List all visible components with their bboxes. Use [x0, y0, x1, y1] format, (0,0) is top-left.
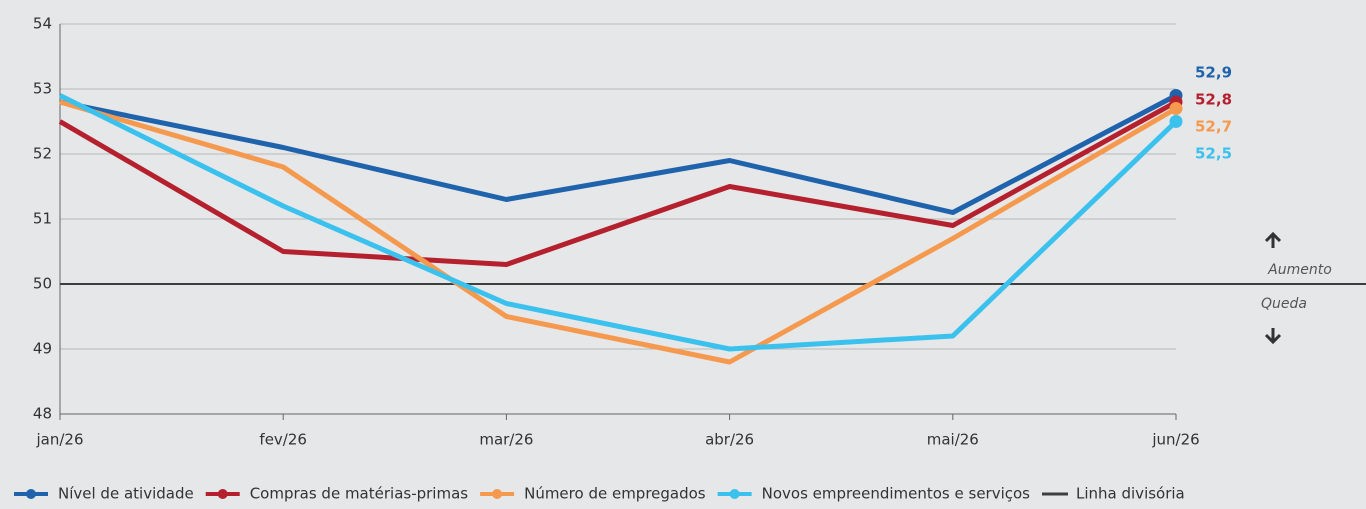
y-tick-label: 48 — [33, 405, 52, 423]
value-label: 52,7 — [1195, 118, 1232, 136]
end-marker — [1169, 102, 1183, 115]
legend-marker — [26, 489, 36, 499]
legend-label: Compras de matérias-primas — [250, 485, 469, 503]
x-tick-label: jan/26 — [35, 431, 83, 449]
x-tick-label: fev/26 — [259, 431, 307, 449]
y-tick-label: 50 — [33, 275, 52, 293]
y-tick-label: 51 — [33, 210, 52, 228]
y-tick-label: 54 — [33, 15, 52, 33]
legend-label: Novos empreendimentos e serviços — [762, 485, 1031, 503]
series-line — [59, 99, 1178, 365]
value-label: 52,8 — [1195, 91, 1232, 109]
series-line — [58, 99, 1178, 267]
legend-marker — [492, 489, 503, 499]
x-tick-label: abr/26 — [705, 431, 754, 449]
y-tick-label: 53 — [33, 80, 52, 98]
annotation: Aumento — [1267, 262, 1332, 278]
legend-label: Número de empregados — [524, 485, 706, 503]
x-tick-label: mar/26 — [479, 431, 533, 449]
x-tick-label: mai/26 — [927, 431, 979, 449]
series-line — [59, 93, 1178, 215]
legend-label: Linha divisória — [1076, 485, 1185, 503]
legend-marker — [729, 489, 740, 499]
up-arrow — [1264, 231, 1282, 248]
legend-label: Nível de atividade — [58, 485, 194, 503]
series-line — [58, 93, 1178, 352]
annotation: Queda — [1261, 296, 1307, 312]
legend-marker — [217, 489, 228, 499]
x-tick-label: jun/26 — [1151, 431, 1199, 449]
value-label: 52,5 — [1195, 145, 1232, 163]
value-label: 52,9 — [1195, 64, 1232, 82]
y-tick-label: 52 — [33, 145, 52, 163]
y-tick-label: 49 — [33, 340, 52, 358]
down-arrow — [1264, 328, 1282, 345]
end-marker — [1169, 115, 1183, 128]
